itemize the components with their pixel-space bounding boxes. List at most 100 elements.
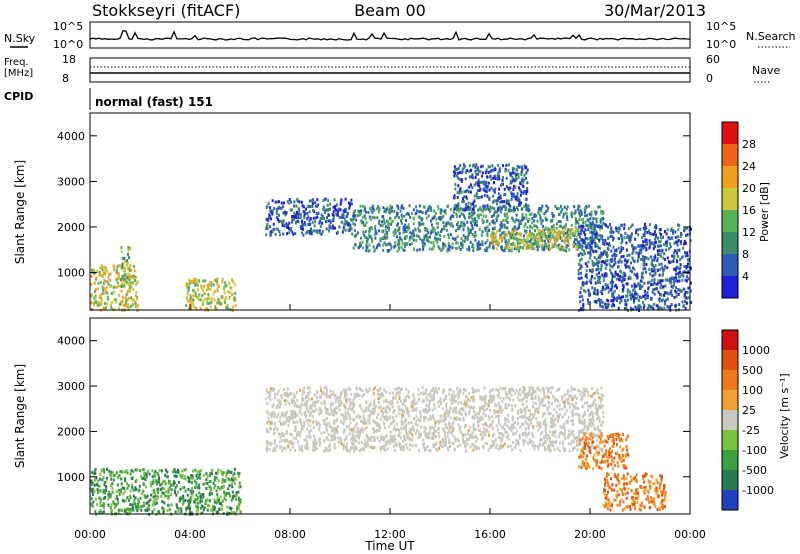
power-cell: [653, 268, 656, 272]
velocity-cell: [306, 400, 308, 403]
power-cell: [684, 306, 687, 310]
power-cell: [585, 244, 588, 248]
power-cell: [425, 233, 428, 237]
power-cell: [472, 249, 475, 252]
velocity-cell: [167, 497, 170, 501]
power-cell: [334, 205, 337, 208]
power-cell: [591, 262, 594, 266]
power-cell: [95, 276, 98, 280]
power-cell: [536, 219, 539, 223]
power-cell: [493, 181, 495, 185]
velocity-cell: [373, 409, 376, 413]
velocity-cell: [531, 439, 534, 443]
velocity-cell: [131, 505, 134, 509]
power-cell: [335, 203, 338, 207]
velocity-cell: [192, 490, 195, 494]
power-cell: [405, 219, 407, 222]
power-cell: [447, 247, 450, 251]
power-cell: [640, 257, 643, 261]
velocity-cell: [267, 419, 270, 423]
power-cell: [435, 217, 438, 221]
power-cell: [424, 211, 427, 215]
power-cell: [543, 212, 546, 216]
velocity-cell: [375, 416, 378, 420]
power-cell: [637, 305, 639, 309]
power-cell: [650, 278, 653, 282]
power-cell: [617, 296, 620, 300]
power-cell: [678, 303, 681, 306]
power-cell: [352, 211, 355, 215]
power-cell: [475, 172, 478, 176]
power-cell: [523, 190, 526, 194]
power-cell: [612, 230, 615, 234]
velocity-cell: [420, 415, 423, 419]
power-cell: [459, 187, 462, 191]
power-cell: [574, 227, 577, 231]
power-cell: [418, 223, 421, 227]
cpid-label: CPID: [4, 90, 33, 103]
power-cell: [602, 305, 605, 309]
power-cell: [373, 249, 376, 253]
power-cell: [430, 229, 433, 233]
velocity-cell: [524, 439, 527, 443]
power-cell: [431, 217, 434, 221]
power-cell: [498, 169, 501, 173]
velocity-cell: [155, 497, 158, 501]
velocity-cell: [152, 500, 155, 504]
power-cell: [442, 221, 445, 225]
power-cell: [100, 298, 103, 302]
power-cell: [629, 237, 632, 241]
power-cell: [670, 285, 673, 289]
velocity-cell: [223, 479, 226, 483]
velocity-cell: [329, 396, 331, 400]
power-cell: [476, 248, 479, 251]
velocity-cell: [373, 399, 376, 403]
velocity-cell: [185, 508, 188, 512]
power-cell: [509, 247, 512, 250]
power-cell: [689, 239, 692, 243]
power-cell: [587, 300, 590, 304]
power-cell: [416, 209, 419, 213]
velocity-cell: [598, 429, 601, 433]
power-cell: [485, 168, 488, 172]
power-cell: [404, 229, 407, 233]
power-cell: [493, 234, 496, 238]
power-cell: [132, 298, 135, 302]
power-cell: [300, 227, 303, 230]
velocity-cell: [103, 468, 105, 472]
velocity-cell: [437, 432, 440, 436]
power-cell: [601, 304, 604, 308]
power-cell: [125, 273, 128, 277]
velocity-cell: [146, 506, 149, 510]
velocity-cell: [222, 486, 225, 489]
power-cell: [270, 217, 273, 221]
power-cell: [530, 212, 533, 216]
power-cell: [649, 296, 652, 300]
power-cell: [315, 216, 317, 220]
velocity-cell: [462, 440, 464, 444]
power-cell: [459, 164, 462, 168]
power-cell: [477, 240, 480, 244]
power-cell: [528, 218, 531, 222]
freq-tick-top: 18: [62, 53, 76, 66]
power-cell: [565, 245, 568, 249]
power-cell: [297, 207, 300, 211]
power-cell: [131, 303, 134, 307]
power-cell: [116, 265, 119, 269]
power-cell: [388, 248, 391, 252]
velocity-cell: [194, 468, 197, 472]
power-cell: [210, 284, 213, 288]
power-cell: [518, 225, 521, 229]
power-cell: [544, 216, 547, 220]
velocity-cell: [356, 435, 359, 439]
power-cell: [396, 235, 398, 239]
power-cell: [608, 268, 611, 272]
velocity-cell: [366, 440, 369, 444]
power-cell: [513, 237, 516, 241]
power-cell: [474, 165, 477, 169]
power-cell: [567, 233, 569, 237]
velocity-cell: [509, 444, 512, 448]
power-cell: [524, 166, 527, 170]
power-cell: [644, 297, 647, 301]
power-cell: [117, 273, 120, 277]
